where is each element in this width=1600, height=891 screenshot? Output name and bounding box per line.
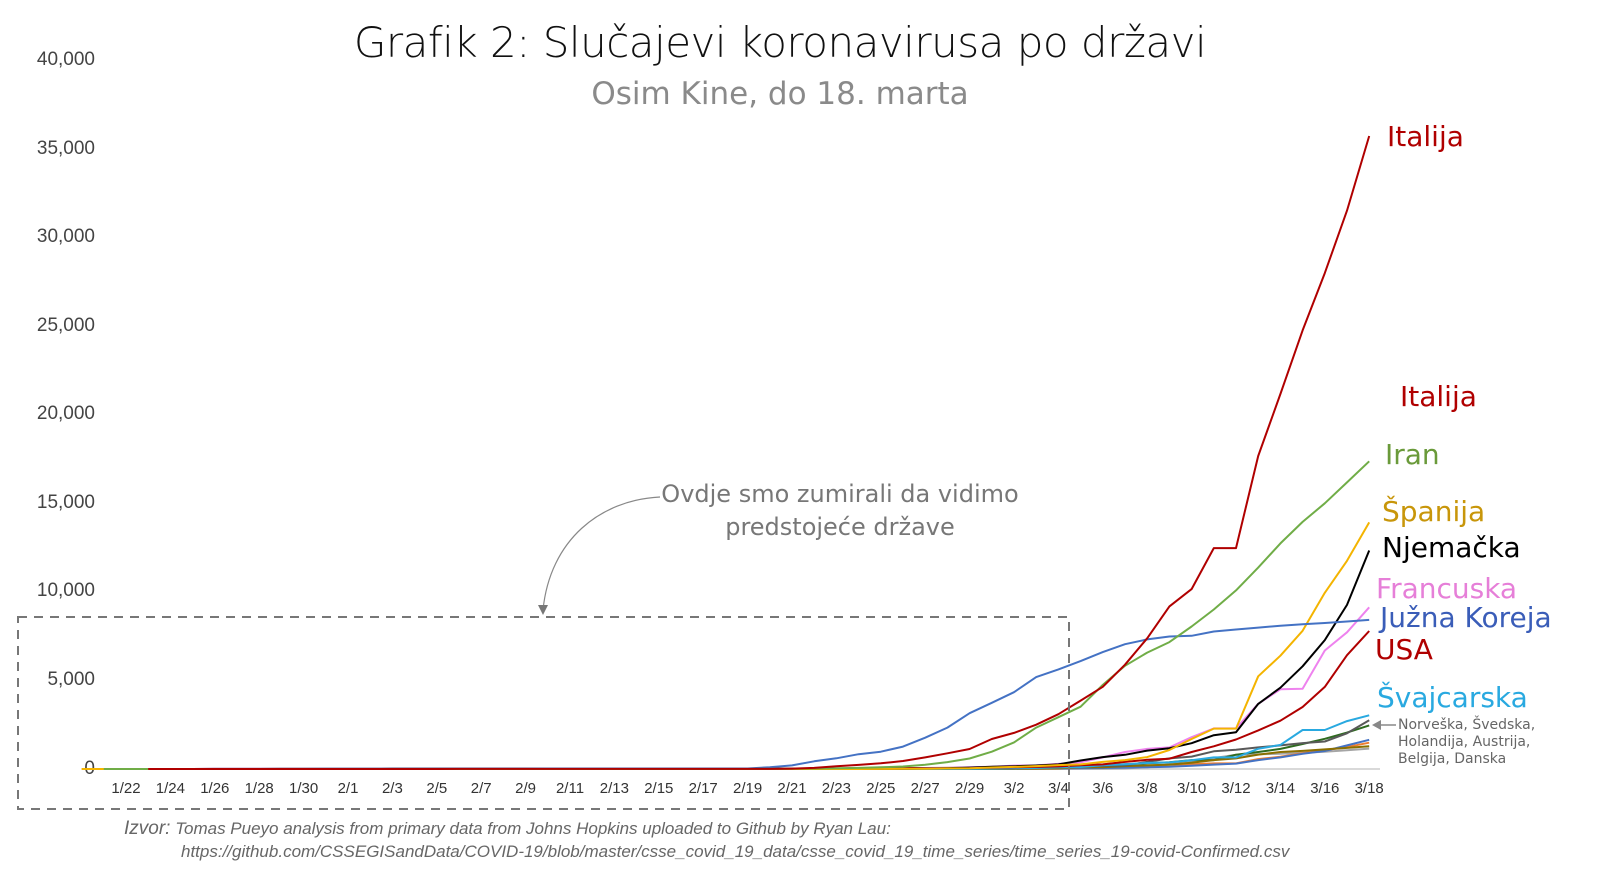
series-line-italija — [148, 135, 1371, 770]
arrow-head-icon — [538, 605, 548, 615]
series-line-južna-koreja — [126, 618, 1370, 770]
label-svajcarska: Švajcarska — [1377, 681, 1528, 714]
x-tick: 1/24 — [155, 780, 185, 797]
y-tick-35000: 35,000 — [36, 138, 95, 159]
source-line-1: Izvor: Tomas Pueyo analysis from primary… — [124, 818, 891, 840]
x-tick: 1/30 — [288, 780, 319, 797]
x-tick: 2/11 — [555, 780, 585, 797]
x-tick: 3/8 — [1136, 780, 1158, 797]
zoom-annotation: Ovdje smo zumirali da vidimo predstojeće… — [640, 478, 1040, 544]
label-njemacka: Njemačka — [1382, 531, 1521, 564]
annotation-arrow — [542, 496, 661, 611]
source-text: Tomas Pueyo analysis from primary data f… — [175, 819, 891, 838]
series-line-usa — [126, 630, 1370, 770]
others-pointer-arrow-icon — [1372, 720, 1381, 730]
chart-subtitle: Osim Kine, do 18. marta — [591, 76, 969, 112]
x-tick: 1/22 — [111, 780, 141, 797]
label-italija-mid: Italija — [1400, 380, 1477, 413]
x-tick: 2/23 — [821, 780, 851, 797]
label-usa: USA — [1375, 633, 1433, 666]
label-italija-top: Italija — [1387, 120, 1464, 153]
x-tick: 2/29 — [954, 780, 985, 797]
x-tick: 2/17 — [688, 780, 718, 797]
label-juzna-koreja: Južna Koreja — [1380, 601, 1552, 634]
x-tick: 3/2 — [1003, 780, 1025, 797]
series-lines — [81, 135, 1371, 770]
series-line-španija — [81, 521, 1371, 770]
x-tick: 3/6 — [1092, 780, 1114, 797]
label-other-countries: Norveška, Švedska, Holandija, Austrija, … — [1398, 717, 1536, 767]
series-line-belgija — [126, 741, 1370, 770]
x-tick: 3/10 — [1176, 780, 1207, 797]
series-line-njemačka — [148, 550, 1371, 770]
y-tick-25000: 25,000 — [36, 315, 95, 336]
x-tick: 2/9 — [515, 780, 537, 797]
label-francuska: Francuska — [1376, 572, 1518, 605]
annotation-line-2: predstojeće države — [725, 513, 955, 541]
x-tick: 3/12 — [1221, 780, 1251, 797]
x-tick: 2/19 — [732, 780, 763, 797]
x-tick: 3/4 — [1047, 780, 1069, 797]
x-tick: 1/28 — [244, 780, 274, 797]
source-url: https://github.com/CSSEGISandData/COVID-… — [181, 842, 1290, 861]
x-tick: 2/15 — [644, 780, 674, 797]
y-tick-5000: 5,000 — [47, 669, 95, 690]
x-tick: 3/18 — [1354, 780, 1384, 797]
x-tick: 2/1 — [337, 780, 359, 797]
chart-title: Grafik 2: Slučajevi koronavirusa po drža… — [353, 18, 1207, 67]
x-tick: 2/3 — [381, 780, 403, 797]
label-iran: Iran — [1385, 438, 1440, 471]
x-tick: 3/16 — [1310, 780, 1340, 797]
y-tick-20000: 20,000 — [36, 403, 95, 424]
x-tick: 2/13 — [599, 780, 629, 797]
x-tick: 2/25 — [866, 780, 896, 797]
y-tick-30000: 30,000 — [36, 226, 95, 247]
x-tick: 2/21 — [777, 780, 807, 797]
annotation-line-1: Ovdje smo zumirali da vidimo — [661, 480, 1019, 508]
source-prefix: Izvor: — [124, 818, 171, 839]
x-tick: 2/27 — [910, 780, 940, 797]
x-tick: 2/7 — [470, 780, 492, 797]
zoom-region-box — [17, 616, 1070, 810]
x-tick: 1/26 — [200, 780, 230, 797]
y-tick-40000: 40,000 — [36, 49, 95, 70]
x-tick: 3/14 — [1265, 780, 1295, 797]
label-spanija: Španija — [1382, 495, 1486, 528]
y-tick-15000: 15,000 — [36, 492, 95, 513]
x-tick: 2/5 — [426, 780, 448, 797]
y-tick-10000: 10,000 — [36, 580, 95, 601]
